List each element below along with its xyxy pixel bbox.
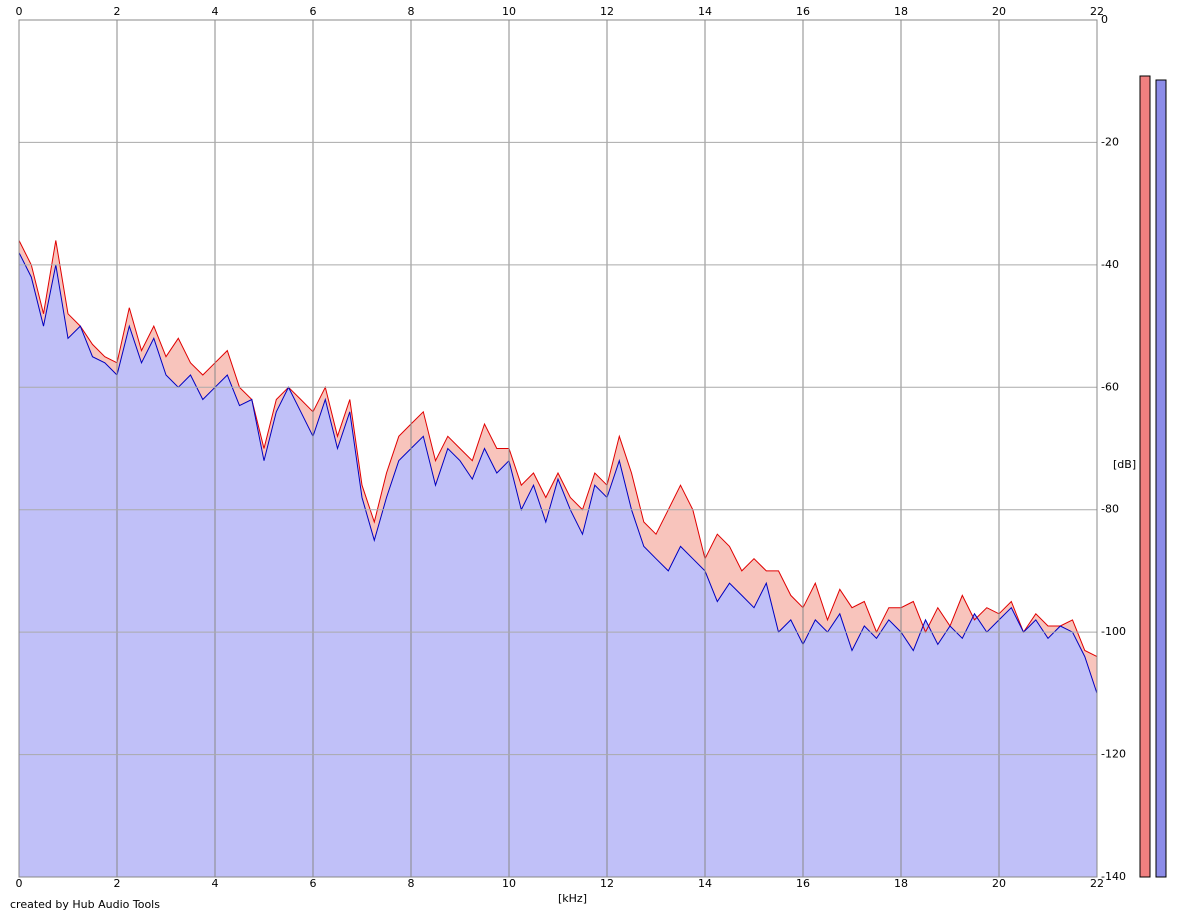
x-tick-label: 18: [894, 5, 908, 18]
x-tick-label: 20: [992, 5, 1006, 18]
y-tick-label: -140: [1101, 870, 1126, 883]
x-tick-label: 8: [408, 877, 415, 890]
level-meter-left: [1139, 75, 1151, 878]
x-tick-label: 20: [992, 877, 1006, 890]
x-tick-label: 14: [698, 5, 712, 18]
plot-frame: [18, 19, 1098, 878]
footer: created by Hub Audio Tools: [10, 898, 160, 911]
y-tick-label: -80: [1101, 503, 1119, 516]
x-tick-label: 4: [212, 877, 219, 890]
x-tick-label: 12: [600, 877, 614, 890]
x-tick-label: 16: [796, 5, 810, 18]
y-tick-label: -60: [1101, 380, 1119, 393]
x-tick-label: 10: [502, 877, 516, 890]
area-fill: [19, 252, 1097, 878]
x-tick-label: 2: [114, 877, 121, 890]
y-tick-label: 0: [1101, 13, 1108, 26]
x-tick-label: 16: [796, 877, 810, 890]
x-tick-label: 2: [114, 5, 121, 18]
y-tick-label: -40: [1101, 258, 1119, 271]
x-tick-label: 8: [408, 5, 415, 18]
x-tick-label: 18: [894, 877, 908, 890]
y-axis-label: [dB]: [1113, 458, 1136, 471]
y-tick-label: -20: [1101, 135, 1119, 148]
series-line: [18, 252, 1098, 694]
y-tick-label: -120: [1101, 748, 1126, 761]
level-meter-right: [1155, 79, 1167, 878]
x-tick-label: 14: [698, 877, 712, 890]
y-tick-label: -100: [1101, 625, 1126, 638]
x-tick-label: 10: [502, 5, 516, 18]
x-tick-label: 22: [1090, 5, 1104, 18]
x-tick-label: 22: [1090, 877, 1104, 890]
x-tick-label: 0: [16, 877, 23, 890]
x-tick-label: 6: [310, 877, 317, 890]
series-line: [18, 240, 1098, 658]
x-axis-label: [kHz]: [558, 892, 587, 905]
x-tick-label: 12: [600, 5, 614, 18]
x-tick-label: 0: [16, 5, 23, 18]
x-tick-label: 4: [212, 5, 219, 18]
x-tick-label: 6: [310, 5, 317, 18]
